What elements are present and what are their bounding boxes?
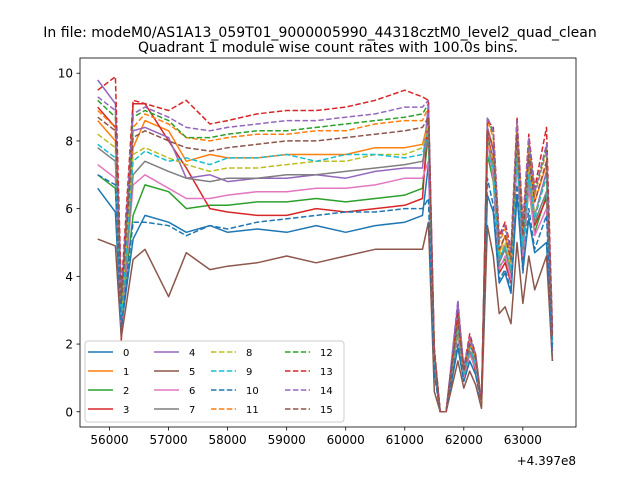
series-line-13 bbox=[97, 75, 554, 413]
x-tick-label: 61000 bbox=[386, 433, 424, 447]
y-tick-label: 4 bbox=[65, 270, 73, 284]
y-tick-label: 8 bbox=[65, 134, 73, 148]
y-tick-label: 0 bbox=[65, 405, 73, 419]
series-line-5 bbox=[97, 221, 554, 413]
legend-box bbox=[84, 340, 345, 423]
y-axis: 0 2 4 6 8 10 bbox=[58, 67, 80, 419]
x-tick-label: 60000 bbox=[327, 433, 365, 447]
legend-label-6: 6 bbox=[189, 386, 195, 397]
chart-title: Quadrant 1 module wise count rates with … bbox=[138, 40, 518, 56]
legend-label-10: 10 bbox=[246, 386, 259, 397]
y-tick-label: 2 bbox=[65, 338, 73, 352]
series-line-10 bbox=[97, 174, 554, 413]
x-tick-label: 56000 bbox=[90, 433, 128, 447]
legend-label-11: 11 bbox=[246, 405, 259, 416]
legend-label-13: 13 bbox=[320, 367, 333, 378]
x-axis: 56000 57000 58000 59000 60000 61000 62000 63000 bbox=[90, 427, 542, 447]
x-tick-label: 59000 bbox=[268, 433, 306, 447]
x-tick-label: 57000 bbox=[149, 433, 187, 447]
y-tick-label: 6 bbox=[65, 202, 73, 216]
axes-frame bbox=[79, 57, 577, 428]
legend-label-0: 0 bbox=[123, 348, 129, 359]
legend-label-4: 4 bbox=[189, 348, 195, 359]
legend-label-7: 7 bbox=[189, 405, 195, 416]
legend-label-15: 15 bbox=[320, 405, 333, 416]
y-tick-label: 10 bbox=[58, 67, 73, 81]
legend-label-2: 2 bbox=[123, 386, 129, 397]
figure-title: In file: modeM0/AS1A13_059T01_9000005990… bbox=[43, 25, 596, 41]
plot-area bbox=[79, 57, 577, 428]
legend-label-8: 8 bbox=[246, 348, 252, 359]
legend-label-3: 3 bbox=[123, 405, 129, 416]
x-tick-label: 62000 bbox=[445, 433, 483, 447]
x-tick-label: 63000 bbox=[504, 433, 542, 447]
legend-label-1: 1 bbox=[123, 367, 129, 378]
series-line-15 bbox=[97, 116, 554, 413]
legend-label-5: 5 bbox=[189, 367, 195, 378]
legend-label-14: 14 bbox=[320, 386, 333, 397]
x-tick-label: 58000 bbox=[209, 433, 247, 447]
legend-label-9: 9 bbox=[246, 367, 252, 378]
x-offset-label: +4.397e8 bbox=[517, 454, 576, 468]
legend-label-12: 12 bbox=[320, 348, 333, 359]
